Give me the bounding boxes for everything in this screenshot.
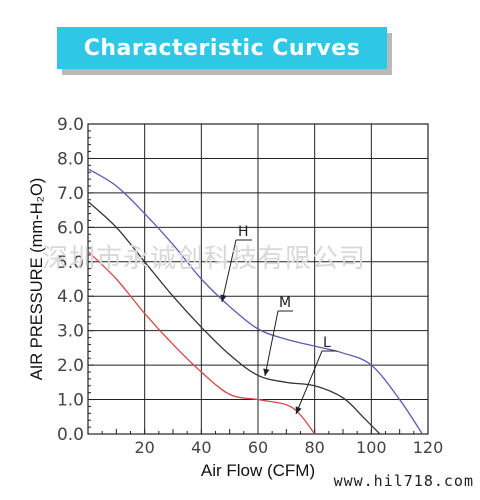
x-tick-label: 100 — [356, 438, 387, 457]
series-line-h — [87, 168, 423, 435]
series-line-l — [87, 250, 316, 435]
y-tick-label: 4.0 — [57, 287, 84, 307]
y-tick-label: 1.0 — [57, 391, 84, 411]
x-tick-label: 40 — [191, 438, 211, 457]
y-tick-label: 8.0 — [57, 149, 84, 169]
annotation-label-H: H — [238, 224, 249, 240]
site-url: www.hil718.com — [333, 472, 474, 490]
chart-banner-title: Characteristic Curves — [57, 27, 387, 69]
y-tick-label: 2.0 — [57, 356, 84, 376]
x-tick-label: 120 — [413, 438, 444, 457]
y-tick-label: 5.0 — [57, 253, 84, 273]
y-tick-label: 9.0 — [57, 115, 84, 135]
annotation-arrow-M — [263, 368, 270, 376]
x-tick-label: 60 — [248, 438, 268, 457]
annotation-label-L: L — [323, 335, 331, 351]
series-line-m — [87, 201, 381, 435]
y-tick-label: 6.0 — [57, 218, 84, 238]
annotation-arrow-L — [295, 406, 302, 414]
y-tick-label: 0.0 — [57, 425, 84, 445]
annotation-leader-H — [221, 239, 237, 303]
y-tick-label: 3.0 — [57, 322, 84, 342]
annotation-arrow-H — [220, 294, 227, 302]
x-tick-label: 20 — [134, 438, 154, 457]
y-axis-label: AIR PRESSURE (mm-H₂O) — [28, 178, 46, 381]
annotation-leader-L — [295, 350, 323, 415]
annotation-label-M: M — [279, 295, 291, 311]
x-tick-label: 80 — [304, 438, 324, 457]
y-tick-label: 7.0 — [57, 184, 84, 204]
annotation-leader-M — [264, 310, 279, 377]
x-axis-label: Air Flow (CFM) — [201, 461, 315, 480]
watermark-text: 深圳市永诚创科技有限公司 — [42, 244, 367, 274]
